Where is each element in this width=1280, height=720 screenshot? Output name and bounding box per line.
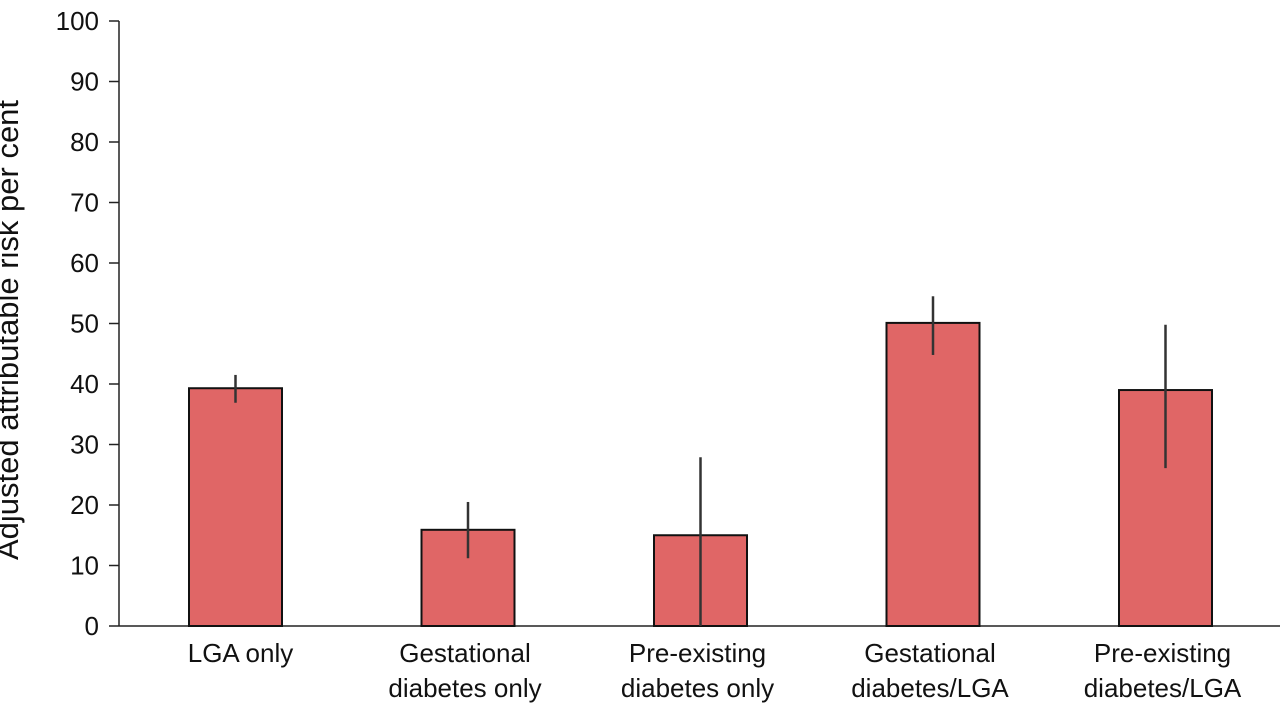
y-tick-label: 30 [70,430,99,460]
x-tick-label: LGA only [188,638,294,668]
y-tick-label: 70 [70,188,99,218]
x-tick-label: Gestational [399,638,531,668]
y-tick-label: 20 [70,490,99,520]
bar [188,387,283,627]
bars [188,296,1213,627]
y-tick-label: 90 [70,67,99,97]
y-tick-label: 10 [70,551,99,581]
x-axis-labels: LGA only Gestational diabetes only Pre-exis… [188,638,1242,703]
y-tick-label: 0 [85,611,99,641]
x-tick-label: diabetes only [621,673,774,703]
x-tick-label: Pre-existing [629,638,766,668]
x-tick-label: diabetes/LGA [1084,673,1242,703]
y-tick-label: 100 [56,6,99,36]
y-axis: 0 10 20 30 40 50 60 70 80 90 100 [56,6,1280,641]
x-tick-label: diabetes only [388,673,541,703]
y-tick-label: 60 [70,248,99,278]
bar [885,321,981,627]
y-tick-label: 80 [70,127,99,157]
y-axis-label: Adjusted attributable risk per cent [0,100,25,560]
x-tick-label: diabetes/LGA [851,673,1009,703]
x-tick-label: Pre-existing [1094,638,1231,668]
x-tick-label: Gestational [864,638,996,668]
y-tick-label: 40 [70,369,99,399]
y-tick-label: 50 [70,309,99,339]
